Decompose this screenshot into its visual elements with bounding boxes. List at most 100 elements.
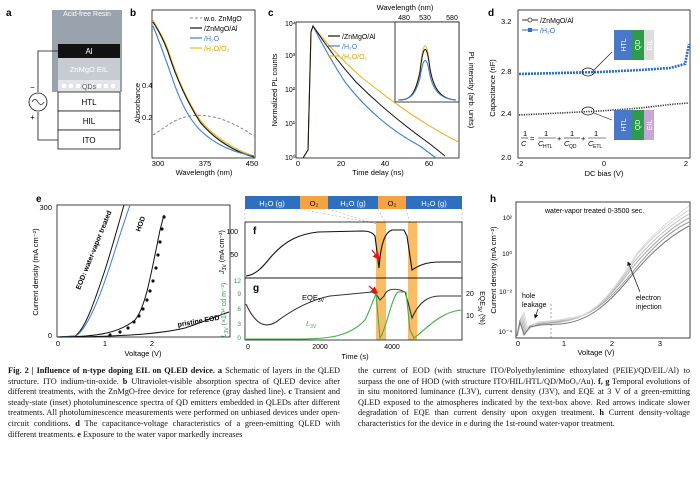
panel-c-topticklabel: 480 [398,15,410,22]
axes-frame-h [515,201,691,339]
series-h2o [302,24,437,159]
panel-e: e 0 300 Current density (mA cm⁻²) 0 1 2 … [31,194,231,358]
caption-item-label: e [77,429,81,439]
band-h2o [406,196,462,209]
panel-b-yticklabel: 0.2 [142,113,152,122]
axis-label-c-x: Time delay (ns) [352,168,404,177]
band-h2o [328,196,378,209]
label-l-main: L [306,319,310,328]
band-label: O₂ [388,199,397,208]
series-znmgo-al [518,102,690,116]
panel-fg: H₂O (g) O₂ H₂O (g) O₂ H₂O (g) f g 50 100… [219,196,485,361]
series-hod [57,214,165,338]
legend-label: /H₂O [342,44,358,51]
panel-b: b 0.4 0.2 Absorbance 300 375 450 Wavelen… [130,8,258,177]
panel-f-yticklabel: 50 [230,252,238,259]
series-h2o-o2 [152,19,255,157]
layer-label-resin: Acid-free Resin [63,11,111,18]
ac-wave-icon [31,99,45,105]
band-o2 [300,196,328,209]
caption-item-text: Current density-voltage characteristics … [358,408,690,428]
minus-sign: − [30,83,35,92]
panel-e-yticklabel: 0 [48,331,52,340]
panel-d-yticklabel: 2.8 [501,67,511,76]
axis-label-b-x: Wavelength (nm) [176,168,233,177]
legend-b: w.o. ZnMgO /ZnMgO/Al /H₂O /H₂O/O₂ [190,16,242,53]
panel-c-xticklabel: 20 [337,159,345,168]
plus-sign: + [30,113,35,122]
panel-g-righttick: 10 [466,313,474,320]
band-label: H₂O (g) [421,199,447,208]
label-l-sub: 3V [310,324,317,330]
caption-title: Influence of n-type doping EIL on QLED d… [36,366,215,375]
panel-g-lefttick: 3 [237,321,241,328]
atmosphere-bands: H₂O (g) O₂ H₂O (g) O₂ H₂O (g) [245,196,462,209]
panel-letter-g: g [253,283,259,294]
axis-label-f-y: J3V (mA cm⁻²) [219,230,228,275]
stack-label: HTL [621,38,628,51]
band-guides [244,208,463,225]
eq-sub: ETL [593,144,602,150]
panel-letter-e: e [36,194,42,205]
panel-g-xticklabel: 4000 [384,344,400,351]
series-j3v [245,229,461,277]
panel-g-xticklabel: 2000 [312,344,328,351]
annotation-oval [581,106,595,116]
band-h2o [245,196,300,209]
panel-c-yticklabel: 10¹ [285,121,296,128]
stack-qd [632,30,644,60]
annotation-leakage: leakage [522,302,547,309]
panel-g-lefttick: 9 [237,291,241,298]
layer-label-htl: HTL [81,98,97,107]
panel-h-xticklabel: 3 [658,339,662,348]
stack-label: EIL [647,40,654,51]
panel-h-yticklabel: 10² [503,215,513,222]
eq-den: C [564,139,570,148]
capacitance-equation: 1 C = 1 C HTL + 1 C QD + 1 C ETL [521,129,606,150]
series-h-sweep [516,213,690,337]
legend-label: /ZnMgO/Al [540,18,574,25]
series-h2o [518,43,691,76]
annotation-oval [581,67,595,77]
panel-e-xticklabel: 0 [56,339,60,348]
panel-d: d 3.2 2.8 2.4 2.0 Capacitance (nF) -2 0 … [488,8,691,178]
axis-label-e-x: Voltage (V) [124,349,162,358]
panel-e-xticklabel: 2 [150,339,154,348]
axis-label-g-right-main: EQE [478,291,485,306]
legend-label: /H₂O [204,36,220,43]
caption-left: Fig. 2 | Influence of n-type doping EIL … [8,366,340,440]
axis-label-g-right-sub: 3V [476,306,482,313]
panel-d-xticklabel: 2 [684,159,688,168]
panel-d-xticklabel: 0 [602,159,606,168]
layer-al [58,44,120,58]
caption-item-label: d [75,418,80,428]
legend-c: /ZnMgO/Al /H₂O /H₂O/O₂ [328,34,376,61]
axis-label-d-x: DC bias (V) [585,169,624,178]
caption-item-text: The capacitance-voltage characteristics … [8,418,340,439]
eq-den: C [538,139,544,148]
annotation-line [593,51,613,71]
axis-label-f-y-sub: 3V [222,264,228,271]
panel-a: a Acid-free Resin Al ZnMgO EIL QDs HTL H… [6,8,122,150]
eq-den: C [588,139,594,148]
label-eqe-main: EQE [302,293,318,302]
series-eod-water [57,204,131,338]
eq-den: C [521,139,527,148]
label-l: L3V [306,319,317,330]
inset-h2o [397,60,457,101]
eq-num: 1 [594,129,598,138]
axis-label-g-left-sub: 3V [224,327,230,334]
series-h2o [152,25,255,157]
panel-c-yticklabel: 10⁴ [285,21,296,28]
panel-letter-f: f [253,226,257,237]
panel-f-yticklabel: 100 [226,229,238,236]
panel-c-yticklabel: 10² [285,87,296,94]
stack-upper: HTL QD EIL [614,30,654,60]
panel-c-topticklabel: 530 [419,15,431,22]
panel-g-lefttick: 0 [237,335,241,342]
panel-c: c Wavelength (nm) 480 530 580 10⁰ 10¹ 10… [268,3,476,177]
series-h-sweep [516,221,690,337]
caption-item-label: b [122,376,128,386]
panel-d-xticklabel: -2 [517,159,524,168]
axis-label-g-left-main: L [221,333,228,337]
